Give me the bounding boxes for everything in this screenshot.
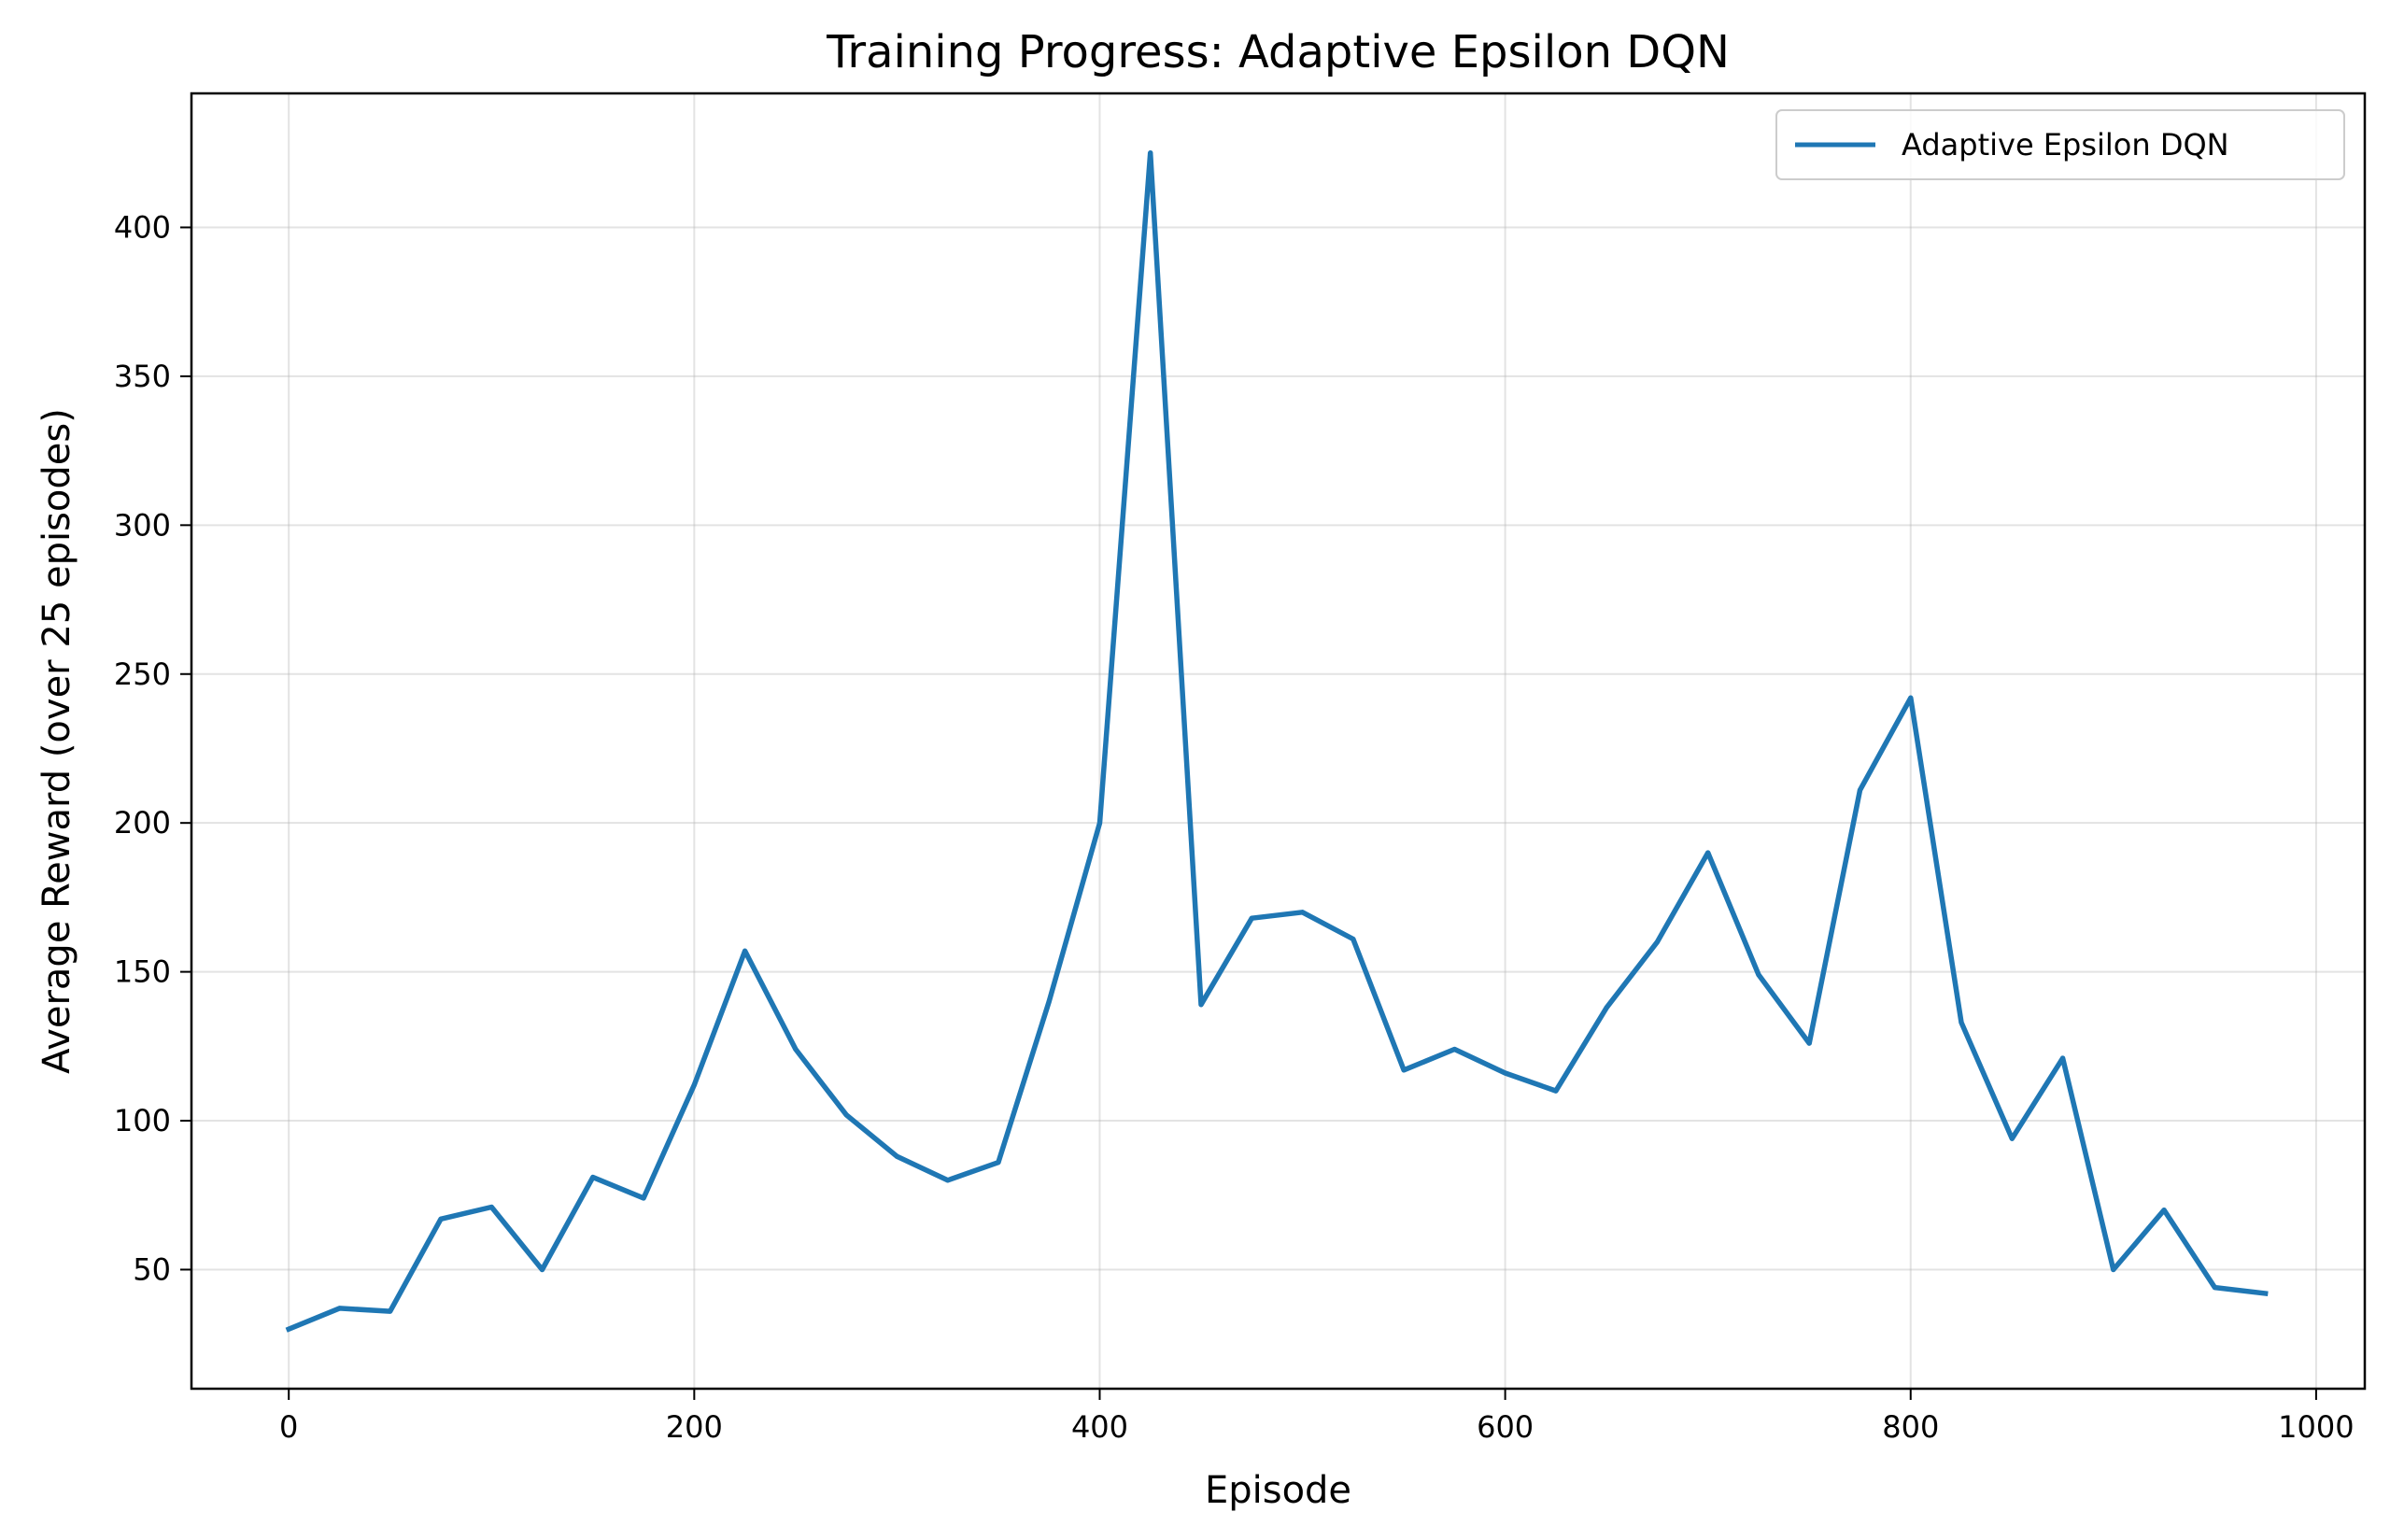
data-point bbox=[286, 1326, 291, 1332]
data-point bbox=[1553, 1088, 1559, 1094]
y-tick-label: 50 bbox=[133, 1251, 171, 1287]
x-axis-label: Episode bbox=[1205, 1469, 1351, 1512]
data-point bbox=[742, 948, 748, 954]
x-tick-label: 0 bbox=[279, 1409, 298, 1445]
data-point bbox=[996, 1160, 1001, 1166]
data-point bbox=[1806, 1040, 1812, 1046]
y-tick-label: 150 bbox=[114, 954, 171, 990]
data-point bbox=[2263, 1291, 2269, 1296]
data-point bbox=[438, 1216, 444, 1222]
data-point bbox=[1451, 1047, 1457, 1053]
data-point bbox=[2161, 1208, 2167, 1213]
ticks: 0 200 400 600 800 1000 50 100 150 200 250 300 350 400 bbox=[114, 209, 2355, 1445]
data-point bbox=[1096, 820, 1102, 826]
data-point bbox=[1654, 940, 1660, 945]
data-point bbox=[894, 1153, 899, 1159]
y-axis-label: Average Reward (over 25 episodes) bbox=[35, 408, 78, 1074]
data-point bbox=[2212, 1285, 2217, 1291]
x-tick-label: 200 bbox=[666, 1409, 723, 1445]
data-point bbox=[2009, 1136, 2015, 1141]
data-point bbox=[843, 1112, 849, 1118]
data-point bbox=[1351, 937, 1356, 942]
x-tick-label: 1000 bbox=[2278, 1409, 2354, 1445]
data-point bbox=[691, 1082, 697, 1088]
x-tick-label: 800 bbox=[1882, 1409, 1939, 1445]
data-point bbox=[2060, 1055, 2066, 1061]
data-point bbox=[540, 1266, 545, 1272]
data-point bbox=[1046, 998, 1052, 1004]
data-point bbox=[1705, 850, 1711, 855]
data-point bbox=[1401, 1067, 1407, 1073]
data-point bbox=[388, 1308, 393, 1314]
x-tick-label: 400 bbox=[1071, 1409, 1128, 1445]
data-point bbox=[1300, 910, 1306, 915]
data-point bbox=[1756, 972, 1761, 978]
grid bbox=[191, 93, 2365, 1389]
data-point bbox=[1198, 1002, 1204, 1008]
y-tick-label: 400 bbox=[114, 209, 171, 245]
legend-box bbox=[1775, 109, 2345, 180]
data-point bbox=[1249, 915, 1254, 921]
data-point bbox=[793, 1047, 799, 1053]
data-point bbox=[1503, 1070, 1508, 1076]
chart-title: Training Progress: Adaptive Epsilon DQN bbox=[826, 26, 1730, 78]
series-layer bbox=[285, 150, 2269, 1333]
data-point bbox=[488, 1205, 494, 1210]
data-point bbox=[1148, 150, 1153, 156]
data-point bbox=[1604, 1005, 1609, 1010]
y-tick-label: 200 bbox=[114, 805, 171, 841]
y-tick-label: 100 bbox=[114, 1103, 171, 1138]
legend-label: Adaptive Epsilon DQN bbox=[1902, 127, 2229, 162]
y-tick-label: 350 bbox=[114, 359, 171, 394]
data-point bbox=[2111, 1266, 2116, 1272]
y-tick-label: 300 bbox=[114, 507, 171, 543]
legend: Adaptive Epsilon DQN bbox=[1775, 109, 2345, 180]
data-point bbox=[336, 1306, 342, 1311]
y-tick-label: 250 bbox=[114, 657, 171, 692]
plot-frame bbox=[190, 92, 2367, 1391]
data-point bbox=[1908, 695, 1914, 700]
data-point bbox=[590, 1175, 596, 1180]
series-line bbox=[285, 150, 2269, 1333]
x-tick-label: 600 bbox=[1477, 1409, 1534, 1445]
data-point bbox=[1857, 787, 1862, 793]
data-point bbox=[641, 1195, 646, 1201]
data-point bbox=[945, 1178, 951, 1183]
data-point bbox=[1959, 1020, 1964, 1025]
